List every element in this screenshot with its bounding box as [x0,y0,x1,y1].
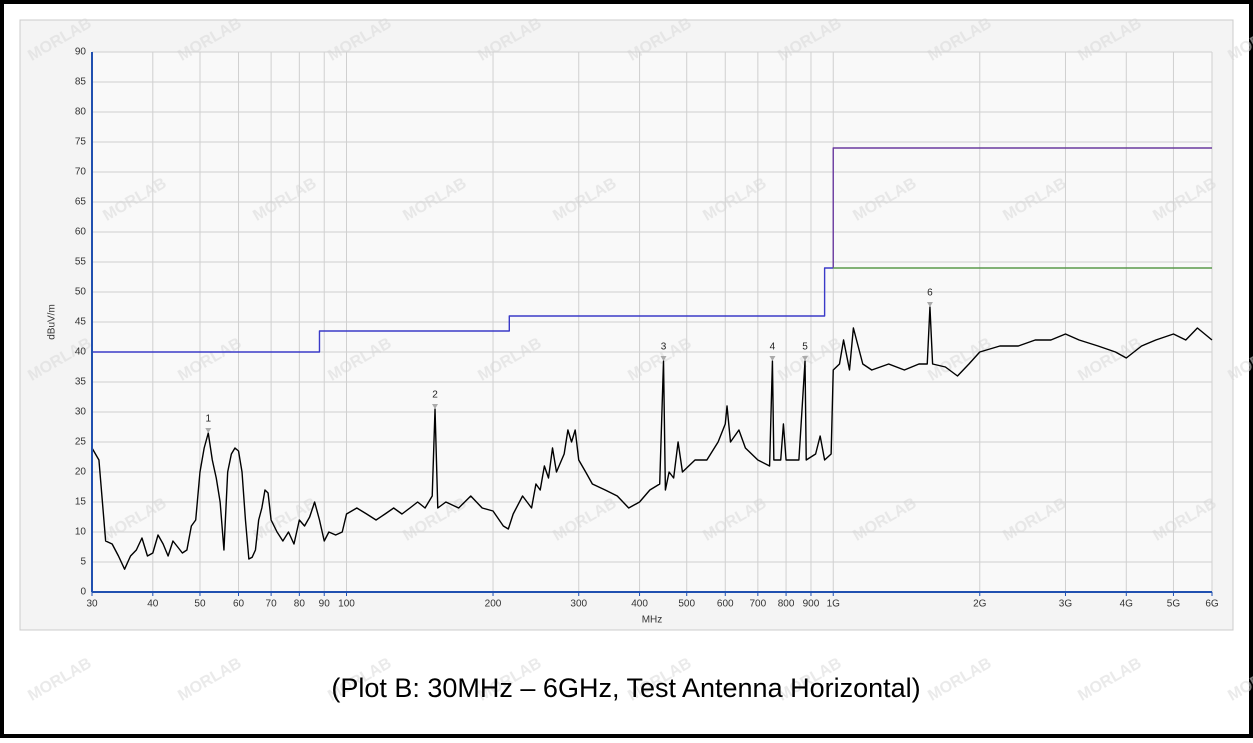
x-tick-label: 300 [570,599,587,610]
peak-marker [802,356,809,361]
x-tick-label: 90 [319,599,331,610]
y-tick-label: 40 [75,347,87,358]
peak-marker [205,428,212,433]
y-tick-label: 75 [75,137,87,148]
x-tick-label: 60 [233,599,245,610]
y-tick-label: 35 [75,377,87,388]
peak-label: 4 [770,342,776,353]
x-tick-label: 70 [266,599,278,610]
y-tick-label: 45 [75,317,87,328]
caption: (Plot B: 30MHz – 6GHz, Test Antenna Hori… [331,673,920,703]
y-tick-label: 5 [80,557,86,568]
y-tick-label: 80 [75,107,87,118]
y-tick-label: 0 [80,587,86,598]
x-tick-label: 50 [194,599,206,610]
y-tick-label: 85 [75,77,87,88]
peak-label: 5 [802,342,808,353]
x-tick-label: 100 [338,599,355,610]
x-tick-label: 600 [717,599,734,610]
x-tick-label: 40 [147,599,159,610]
peak-label: 2 [432,390,438,401]
peak-label: 6 [927,288,933,299]
peak-marker [769,356,776,361]
y-tick-label: 10 [75,527,87,538]
peak-marker [926,302,933,307]
series-line [91,306,1213,570]
peak-marker [660,356,667,361]
traces: 1 2 3 4 5 6 [91,147,1213,570]
x-tick-label: 500 [678,599,695,610]
series-line [92,267,834,353]
x-tick-label: 5G [1167,599,1181,610]
x-tick-label: 800 [778,599,795,610]
y-tick-label: 90 [75,47,87,58]
y-tick-label: 30 [75,407,87,418]
peak-label: 3 [661,342,667,353]
y-tick-label: 65 [75,197,87,208]
x-tick-label: 900 [803,599,820,610]
y-tick-label: 55 [75,257,87,268]
y-axis-label: dBuV/m [47,304,58,340]
y-tick-label: 60 [75,227,87,238]
x-tick-label: 400 [631,599,648,610]
y-tick-label: 25 [75,437,87,448]
x-tick-label: 30 [86,599,98,610]
x-tick-label: 6G [1205,599,1219,610]
series-line [832,147,1212,268]
x-tick-label: 4G [1120,599,1134,610]
peak-label: 1 [205,414,211,425]
y-tick-label: 50 [75,287,87,298]
x-tick-label: 2G [973,599,987,610]
x-tick-label: 80 [294,599,306,610]
x-tick-label: 200 [485,599,502,610]
y-tick-label: 70 [75,167,87,178]
x-tick-label: 3G [1059,599,1073,610]
y-tick-label: 15 [75,497,87,508]
x-tick-label: 700 [750,599,767,610]
y-tick-label: 20 [75,467,87,478]
x-tick-label: 1G [827,599,841,610]
x-axis-label: MHz [642,615,663,626]
peak-marker [432,404,439,409]
